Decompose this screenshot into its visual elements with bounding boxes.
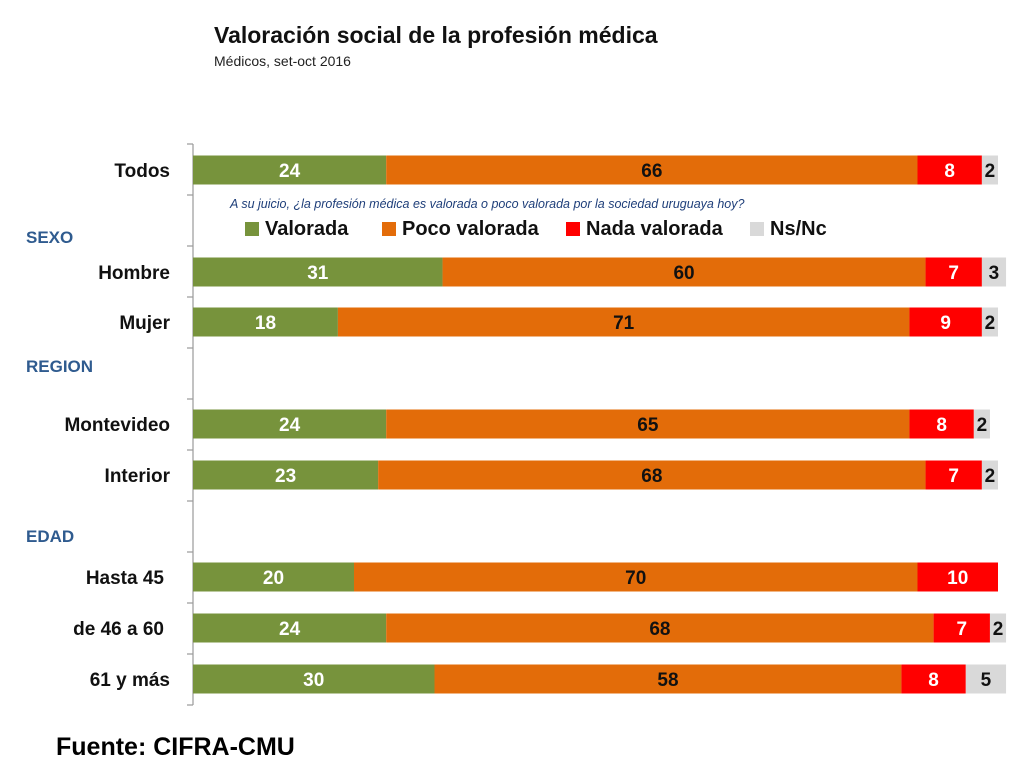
bar-nada-valorada-hombre [925,257,982,287]
bar-valorada-todos [193,155,387,185]
legend-swatch-valorada [245,222,259,236]
bar-ns-nc-mujer [981,307,998,337]
value-label-valorada-interior: 23 [275,466,296,487]
legend-item-valorada: Valorada [245,218,349,240]
category-label-hasta-45: Hasta 45 [86,568,165,589]
value-label-ns-nc-interior: 2 [985,466,996,487]
bar-nada-valorada-montevideo [909,409,974,439]
value-label-poco-valorada-montevideo: 65 [637,415,659,436]
bar-ns-nc-hombre [981,257,1007,287]
bar-nada-valorada-interior [925,460,982,490]
value-label-poco-valorada-interior: 68 [641,466,662,487]
value-label-valorada-hombre: 31 [307,263,329,284]
value-label-poco-valorada-61-y-mas: 58 [657,670,678,691]
group-label-edad: EDAD [26,527,74,546]
bar-poco-valorada-hombre [442,257,926,287]
value-label-nada-valorada-mujer: 9 [940,313,951,334]
bar-ns-nc-61-y-mas [965,664,1007,694]
value-label-nada-valorada-de-46-a-60: 7 [956,619,967,640]
value-label-nada-valorada-interior: 7 [948,466,959,487]
legend-item-ns-nc: Ns/Nc [750,218,827,240]
group-label-region: REGION [26,357,93,376]
bar-ns-nc-de-46-a-60 [989,613,1007,643]
value-label-ns-nc-todos: 2 [985,161,996,182]
legend-item-nada-valorada: Nada valorada [566,218,724,240]
bar-poco-valorada-interior [378,460,926,490]
legend-swatch-poco-valorada [382,222,396,236]
value-label-ns-nc-hombre: 3 [989,263,1000,284]
value-label-ns-nc-montevideo: 2 [977,415,988,436]
bar-ns-nc-interior [981,460,998,490]
value-label-poco-valorada-hombre: 60 [673,263,694,284]
value-label-poco-valorada-todos: 66 [641,161,662,182]
value-label-valorada-de-46-a-60: 24 [279,619,301,640]
value-label-poco-valorada-hasta-45: 70 [625,568,646,589]
bar-poco-valorada-todos [386,155,918,185]
value-label-valorada-todos: 24 [279,161,301,182]
legend-item-poco-valorada: Poco valorada [382,218,540,240]
chart-subtitle: Médicos, set-oct 2016 [214,53,351,69]
bar-valorada-montevideo [193,409,387,439]
value-label-nada-valorada-todos: 8 [944,161,955,182]
category-label-mujer: Mujer [119,313,170,334]
group-label-sexo: SEXO [26,228,73,247]
category-label-hombre: Hombre [98,263,170,284]
value-label-poco-valorada-de-46-a-60: 68 [649,619,670,640]
bar-valorada-de-46-a-60 [193,613,387,643]
bar-poco-valorada-hasta-45 [354,562,918,592]
bar-ns-nc-montevideo [973,409,990,439]
category-label-61-y-mas: 61 y más [90,670,170,691]
bar-valorada-mujer [193,307,338,337]
survey-question: A su juicio, ¿la profesión médica es val… [229,197,744,211]
chart-title: Valoración social de la profesión médica [214,22,658,48]
bar-valorada-61-y-mas [193,664,435,694]
bar-nada-valorada-mujer [909,307,982,337]
value-label-valorada-montevideo: 24 [279,415,301,436]
category-label-montevideo: Montevideo [64,415,170,436]
value-label-nada-valorada-montevideo: 8 [936,415,947,436]
value-label-ns-nc-de-46-a-60: 2 [993,619,1004,640]
value-label-nada-valorada-hasta-45: 10 [947,568,968,589]
bar-valorada-hombre [193,257,443,287]
legend-swatch-nada-valorada [566,222,580,236]
source-note: Fuente: CIFRA-CMU [56,733,295,761]
value-label-valorada-hasta-45: 20 [263,568,284,589]
value-label-ns-nc-61-y-mas: 5 [981,670,992,691]
category-label-interior: Interior [105,466,171,487]
bar-ns-nc-todos [981,155,998,185]
bar-valorada-hasta-45 [193,562,354,592]
bar-nada-valorada-de-46-a-60 [933,613,990,643]
bar-nada-valorada-todos [917,155,982,185]
bar-nada-valorada-61-y-mas [901,664,966,694]
bar-poco-valorada-de-46-a-60 [386,613,934,643]
value-label-valorada-mujer: 18 [255,313,276,334]
bar-poco-valorada-mujer [337,307,910,337]
bar-nada-valorada-hasta-45 [917,562,998,592]
value-label-nada-valorada-hombre: 7 [948,263,959,284]
legend-label-valorada: Valorada [265,218,349,240]
value-label-valorada-61-y-mas: 30 [303,670,324,691]
legend-label-nada-valorada: Nada valorada [586,218,724,240]
legend-swatch-ns-nc [750,222,764,236]
bar-poco-valorada-montevideo [386,409,910,439]
category-label-de-46-a-60: de 46 a 60 [73,619,164,640]
bar-poco-valorada-61-y-mas [434,664,902,694]
value-label-nada-valorada-61-y-mas: 8 [928,670,939,691]
legend-label-ns-nc: Ns/Nc [770,218,827,240]
value-label-ns-nc-mujer: 2 [985,313,996,334]
legend-label-poco-valorada: Poco valorada [402,218,540,240]
category-label-todos: Todos [114,161,170,182]
stacked-bar-chart: SEXO REGION EDAD Todos 24 66 8 2 Hombre 31 60 7 3 Muj… [26,143,1007,706]
bar-valorada-interior [193,460,379,490]
value-label-poco-valorada-mujer: 71 [613,313,635,334]
